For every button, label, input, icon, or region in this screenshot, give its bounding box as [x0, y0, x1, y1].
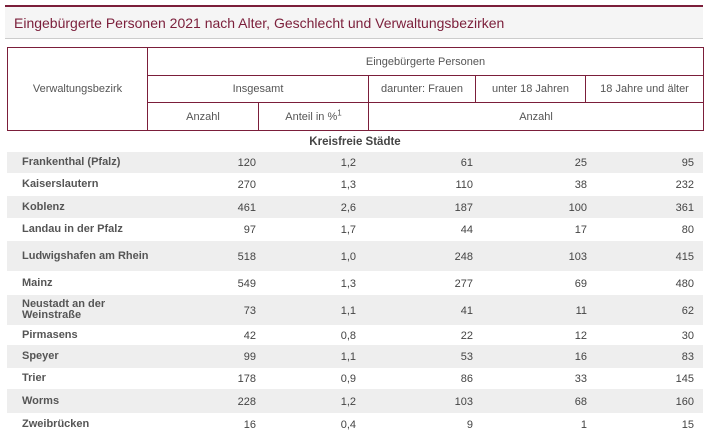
adult-cell: 232	[675, 179, 694, 191]
share-cell: 1,1	[340, 351, 356, 363]
share-cell: 1,3	[340, 278, 356, 290]
share-cell: 1,0	[340, 251, 356, 263]
share-cell: 1,3	[340, 179, 356, 191]
count-cell: 270	[237, 179, 256, 191]
header-frauen: darunter: Frauen	[368, 75, 476, 103]
count-cell: 120	[237, 157, 256, 169]
table-row: Ludwigshafen am Rhein 518 1,0 248 103 415	[7, 241, 703, 271]
section-heading: Kreisfreie Städte	[309, 136, 401, 148]
adult-cell: 83	[681, 351, 694, 363]
district-name: Pirmasens	[22, 329, 78, 341]
share-cell: 1,1	[340, 305, 356, 317]
under18-cell: 17	[574, 224, 587, 236]
header-group: Eingebürgerte Personen	[146, 47, 705, 76]
header-district: Verwaltungsbezirk	[7, 47, 148, 131]
count-cell: 228	[237, 396, 256, 408]
share-cell: 1,7	[340, 224, 356, 236]
adult-cell: 15	[681, 419, 694, 431]
count-cell: 518	[237, 251, 256, 263]
table-row: Landau in der Pfalz 97 1,7 44 17 80	[7, 218, 703, 241]
header-anteil: Anteil in %1	[258, 102, 369, 131]
women-cell: 41	[460, 305, 473, 317]
count-cell: 549	[237, 278, 256, 290]
adult-cell: 160	[675, 396, 694, 408]
adult-cell: 95	[681, 157, 694, 169]
share-cell: 0,4	[340, 419, 356, 431]
under18-cell: 12	[574, 330, 587, 342]
share-cell: 1,2	[340, 396, 356, 408]
table-title-bar: Eingebürgerte Personen 2021 nach Alter, …	[5, 5, 703, 39]
district-name: Kaiserslautern	[22, 178, 99, 190]
women-cell: 110	[455, 179, 473, 191]
table-title: Eingebürgerte Personen 2021 nach Alter, …	[14, 15, 505, 31]
adult-cell: 30	[681, 330, 694, 342]
share-cell: 2,6	[340, 202, 356, 214]
table-row: Frankenthal (Pfalz) 120 1,2 61 25 95	[7, 152, 703, 173]
district-name: Mainz	[22, 277, 53, 289]
count-cell: 178	[237, 373, 256, 385]
under18-cell: 1	[580, 419, 587, 431]
header-unter18: unter 18 Jahren	[475, 75, 586, 103]
adult-cell: 480	[675, 278, 694, 290]
women-cell: 187	[454, 202, 473, 214]
footnote-marker[interactable]: 1	[337, 107, 342, 117]
district-name: Landau in der Pfalz	[22, 223, 123, 235]
women-cell: 53	[460, 351, 473, 363]
women-cell: 86	[460, 373, 473, 385]
district-name: Ludwigshafen am Rhein	[22, 250, 149, 262]
under18-cell: 38	[574, 179, 587, 191]
adult-cell: 145	[675, 373, 694, 385]
table-row: Kaiserslautern 270 1,3 110 38 232	[7, 173, 703, 196]
count-cell: 99	[243, 351, 256, 363]
under18-cell: 68	[574, 396, 587, 408]
women-cell: 9	[466, 419, 473, 431]
header-anzahl-2: Anzahl	[367, 102, 705, 131]
adult-cell: 361	[675, 202, 694, 214]
under18-cell: 100	[568, 202, 587, 214]
women-cell: 44	[460, 224, 473, 236]
women-cell: 61	[460, 157, 473, 169]
district-name: Zweibrücken	[22, 418, 90, 430]
table-body: Frankenthal (Pfalz) 120 1,2 61 25 95 Kaisersla…	[7, 152, 703, 436]
table-row: Pirmasens 42 0,8 22 12 30	[7, 325, 703, 345]
count-cell: 461	[237, 202, 256, 214]
table-row: Mainz 549 1,3 277 69 480	[7, 271, 703, 295]
table-row: Koblenz 461 2,6 187 100 361	[7, 196, 703, 218]
table-row: Trier 178 0,9 86 33 145	[7, 368, 703, 389]
under18-cell: 25	[574, 157, 587, 169]
district-name: Trier	[22, 372, 46, 384]
under18-cell: 69	[574, 278, 587, 290]
under18-cell: 11	[575, 305, 587, 317]
district-name: Speyer	[22, 350, 59, 362]
district-name: Neustadt an der Weinstraße	[22, 298, 106, 321]
under18-cell: 33	[574, 373, 587, 385]
adult-cell: 62	[681, 305, 694, 317]
count-cell: 97	[243, 224, 256, 236]
table-row: Worms 228 1,2 103 68 160	[7, 389, 703, 413]
share-cell: 1,2	[340, 157, 356, 169]
under18-cell: 16	[574, 351, 587, 363]
header-ab18: 18 Jahre und älter	[584, 75, 705, 103]
table-row: Speyer 99 1,1 53 16 83	[7, 345, 703, 368]
count-cell: 42	[243, 330, 256, 342]
table-row: Neustadt an der Weinstraße 73 1,1 41 11 62	[7, 295, 703, 325]
share-cell: 0,8	[340, 330, 356, 342]
women-cell: 248	[454, 251, 473, 263]
share-cell: 0,9	[340, 373, 356, 385]
district-name: Frankenthal (Pfalz)	[22, 156, 121, 168]
women-cell: 277	[454, 278, 473, 290]
header-anzahl: Anzahl	[147, 102, 259, 131]
district-name: Koblenz	[22, 201, 65, 213]
adult-cell: 415	[675, 251, 694, 263]
women-cell: 22	[460, 330, 473, 342]
under18-cell: 103	[568, 251, 587, 263]
header-insgesamt: Insgesamt	[147, 75, 369, 103]
table-row: Zweibrücken 16 0,4 9 1 15	[7, 413, 703, 436]
count-cell: 73	[243, 305, 256, 317]
table-header: Verwaltungsbezirk Eingebürgerte Personen…	[7, 47, 705, 131]
count-cell: 16	[243, 419, 256, 431]
district-name: Worms	[22, 395, 60, 407]
adult-cell: 80	[681, 224, 694, 236]
women-cell: 103	[454, 396, 473, 408]
